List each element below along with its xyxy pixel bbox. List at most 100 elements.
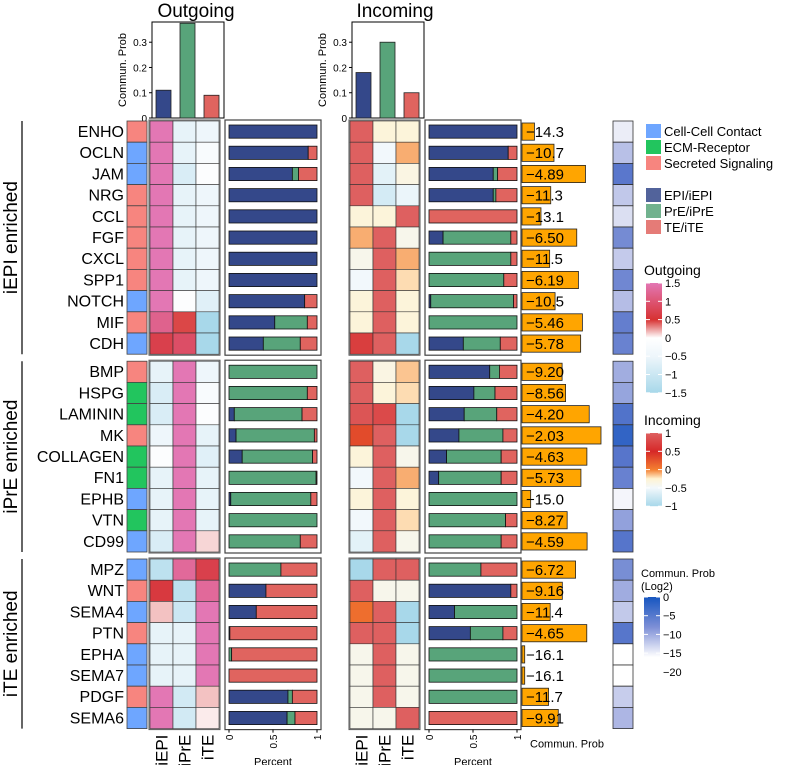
incoming-heat-cell xyxy=(395,269,420,291)
outgoing-topbar-iEPI xyxy=(155,89,172,119)
commun-prob-label: −5.78 xyxy=(526,336,564,353)
incoming-heat-cell xyxy=(372,332,397,355)
incoming-heat-cell xyxy=(395,601,420,623)
incoming-heat-cell xyxy=(349,205,374,228)
commun-prob-bar xyxy=(521,624,588,643)
log2-heat-cell xyxy=(612,707,634,730)
section-label: iEPI enriched xyxy=(1,181,22,294)
cell-group-label: iEPI xyxy=(353,735,372,765)
incoming-topbar-iPrE xyxy=(379,41,396,119)
incoming-percent-segment-iTE xyxy=(495,188,518,203)
pathway-label: COLLAGEN xyxy=(37,449,124,466)
incoming-percent-segment-iEPI xyxy=(428,449,448,464)
outgoing-ytick-label: 0.1 xyxy=(133,89,147,100)
cell-group-label: iTE xyxy=(199,735,218,761)
incoming-heat-cell xyxy=(349,601,374,623)
outgoing-heat-cell xyxy=(172,403,197,426)
commun-prob-bar xyxy=(521,292,556,311)
incoming-percent-segment-iPrE xyxy=(428,272,505,287)
outgoing-percent-segment-iEPI xyxy=(228,428,237,443)
outgoing-heat-cell xyxy=(172,558,197,581)
incoming-heat-cell xyxy=(349,226,374,249)
incoming-heat-cell xyxy=(395,360,420,383)
incoming-heat-cell xyxy=(372,141,397,164)
outgoing-heat-cell xyxy=(195,247,220,270)
log2-heat-cell xyxy=(612,205,634,228)
incoming-percent-segment-iPrE xyxy=(458,428,504,443)
log2-heat-cell xyxy=(612,685,634,708)
commun-prob-axis-label: Commun. Prob xyxy=(530,739,604,751)
percent-tick-label: 0 xyxy=(425,734,436,740)
outgoing-ytick-label: 0.2 xyxy=(133,63,147,74)
category-cell xyxy=(126,509,148,532)
outgoing-heat-cell xyxy=(195,290,220,313)
category-cell xyxy=(126,247,148,270)
percent-tick-label: 1 xyxy=(513,734,524,740)
incoming-percent-segment-iEPI xyxy=(428,364,491,379)
incoming-legend-tick-label: 0 xyxy=(665,465,671,477)
percent-axis-label: Percent xyxy=(254,757,292,765)
outgoing-heat-cell xyxy=(149,332,174,355)
outgoing-heat-cell xyxy=(195,382,220,404)
commun-prob-bar xyxy=(521,532,588,551)
commun-prob-bar xyxy=(521,511,568,530)
incoming-percent-segment-iEPI xyxy=(428,188,494,203)
outgoing-percent-segment-iTE xyxy=(310,491,318,506)
outgoing-heat-cell xyxy=(172,332,197,355)
outgoing-heatmap-frame xyxy=(148,119,221,356)
outgoing-heat-cell xyxy=(149,707,174,729)
incoming-heat-cell xyxy=(395,424,420,447)
category-cell xyxy=(126,268,148,291)
incoming-heatmap-frame xyxy=(348,119,421,356)
outgoing-heat-cell xyxy=(195,141,220,164)
outgoing-heat-cell xyxy=(172,579,197,602)
incoming-heat-cell xyxy=(349,141,374,164)
incoming-heat-cell xyxy=(372,403,397,426)
outgoing-heat-cell xyxy=(172,247,197,270)
outgoing-heat-cell xyxy=(195,601,220,623)
pathway-label: JAM xyxy=(92,166,124,183)
outgoing-percent-segment-iTE xyxy=(313,428,318,443)
pathway-label: SPP1 xyxy=(83,272,124,289)
commun-prob-bar xyxy=(521,334,582,353)
commun-prob-label: −9.20 xyxy=(526,364,564,381)
category-cell xyxy=(126,643,148,666)
log2-heat-cell xyxy=(612,579,634,602)
incoming-percent-segment-iPrE xyxy=(428,491,518,506)
commun-prob-label: −6.19 xyxy=(526,272,564,289)
commun-prob-label: −5.73 xyxy=(526,470,564,487)
commun-prob-bar xyxy=(521,645,526,664)
incoming-legend-tick-label: −0.5 xyxy=(665,483,687,495)
outgoing-percent-segment-iEPI xyxy=(228,230,318,245)
outgoing-heat-cell xyxy=(172,685,197,708)
outgoing-percent-segment-iPrE xyxy=(228,562,282,577)
category-cell xyxy=(126,162,148,185)
outgoing-heat-cell xyxy=(172,311,197,334)
incoming-heat-cell xyxy=(349,290,374,313)
commun-prob-bar xyxy=(521,383,566,402)
outgoing-heat-cell xyxy=(195,685,220,708)
outgoing-heat-cell xyxy=(149,120,174,143)
incoming-percent-segment-iPrE xyxy=(473,385,496,400)
incoming-heat-cell xyxy=(395,332,420,355)
outgoing-percent-segment-iPrE xyxy=(228,364,318,379)
incoming-heat-cell xyxy=(395,445,420,468)
outgoing-legend-tick-label: 0.5 xyxy=(665,315,680,327)
incoming-percent-segment-iEPI xyxy=(428,166,494,181)
incoming-topbar-iEPI xyxy=(355,72,372,119)
outgoing-heat-cell xyxy=(149,311,174,334)
outgoing-heat-cell xyxy=(172,184,197,207)
commun-prob-bar xyxy=(521,122,535,141)
incoming-heat-cell xyxy=(349,163,374,185)
incoming-heat-cell xyxy=(349,332,374,355)
outgoing-heat-cell xyxy=(195,643,220,666)
commun-prob-label: −11.7 xyxy=(526,689,563,706)
percent-tick-label: 0.5 xyxy=(269,734,280,748)
percent-axis-label: Percent xyxy=(454,757,492,765)
commun-prob-bar xyxy=(521,687,549,706)
pathway-label: LAMININ xyxy=(59,407,124,424)
outgoing-percent-segment-iPrE xyxy=(228,385,308,400)
incoming-heat-cell xyxy=(395,163,420,185)
outgoing-heat-cell xyxy=(195,269,220,291)
incoming-percent-segment-iEPI xyxy=(428,626,471,641)
